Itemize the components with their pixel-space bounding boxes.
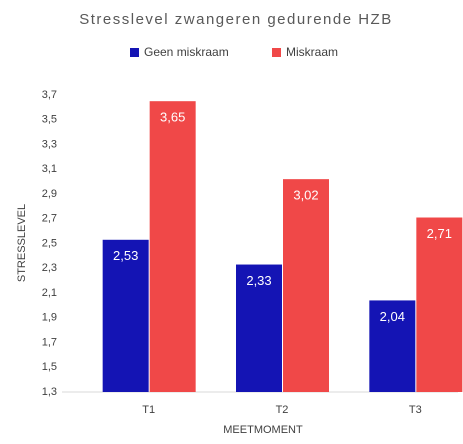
y-tick-label: 2,1 bbox=[42, 287, 57, 299]
y-tick-label: 2,9 bbox=[42, 188, 57, 200]
chart-title: Stresslevel zwangeren gedurende HZB bbox=[79, 11, 392, 28]
legend-swatch bbox=[272, 48, 281, 57]
y-tick-label: 3,5 bbox=[42, 114, 57, 126]
y-tick-label: 2,7 bbox=[42, 213, 57, 225]
x-tick-label: T3 bbox=[409, 404, 422, 416]
x-tick-label: T1 bbox=[142, 404, 155, 416]
data-label: 3,65 bbox=[160, 110, 185, 125]
legend-label: Miskraam bbox=[286, 45, 338, 59]
x-tick-label: T2 bbox=[276, 404, 289, 416]
legend-swatch bbox=[130, 48, 139, 57]
x-axis-title: MEETMOMENT bbox=[223, 424, 303, 436]
y-tick-label: 3,1 bbox=[42, 163, 57, 175]
y-tick-label: 2,5 bbox=[42, 237, 57, 249]
y-tick-label: 1,5 bbox=[42, 361, 57, 373]
legend-label: Geen miskraam bbox=[144, 45, 229, 59]
y-tick-label: 2,3 bbox=[42, 262, 57, 274]
data-label: 2,33 bbox=[246, 273, 271, 288]
bar bbox=[149, 101, 196, 392]
data-label: 2,53 bbox=[113, 248, 138, 263]
bar bbox=[416, 217, 463, 392]
data-label: 3,02 bbox=[293, 188, 318, 203]
y-tick-label: 1,3 bbox=[42, 386, 57, 398]
bar bbox=[369, 300, 416, 392]
y-tick-label: 3,3 bbox=[42, 138, 57, 150]
y-tick-label: 1,9 bbox=[42, 312, 57, 324]
y-axis-title: STRESSLEVEL bbox=[16, 204, 28, 282]
y-tick-label: 1,7 bbox=[42, 336, 57, 348]
y-tick-label: 3,7 bbox=[42, 89, 57, 101]
bar bbox=[102, 239, 149, 392]
bar bbox=[283, 179, 329, 392]
data-label: 2,71 bbox=[427, 226, 452, 241]
bar bbox=[236, 264, 282, 392]
data-label: 2,04 bbox=[380, 309, 405, 324]
